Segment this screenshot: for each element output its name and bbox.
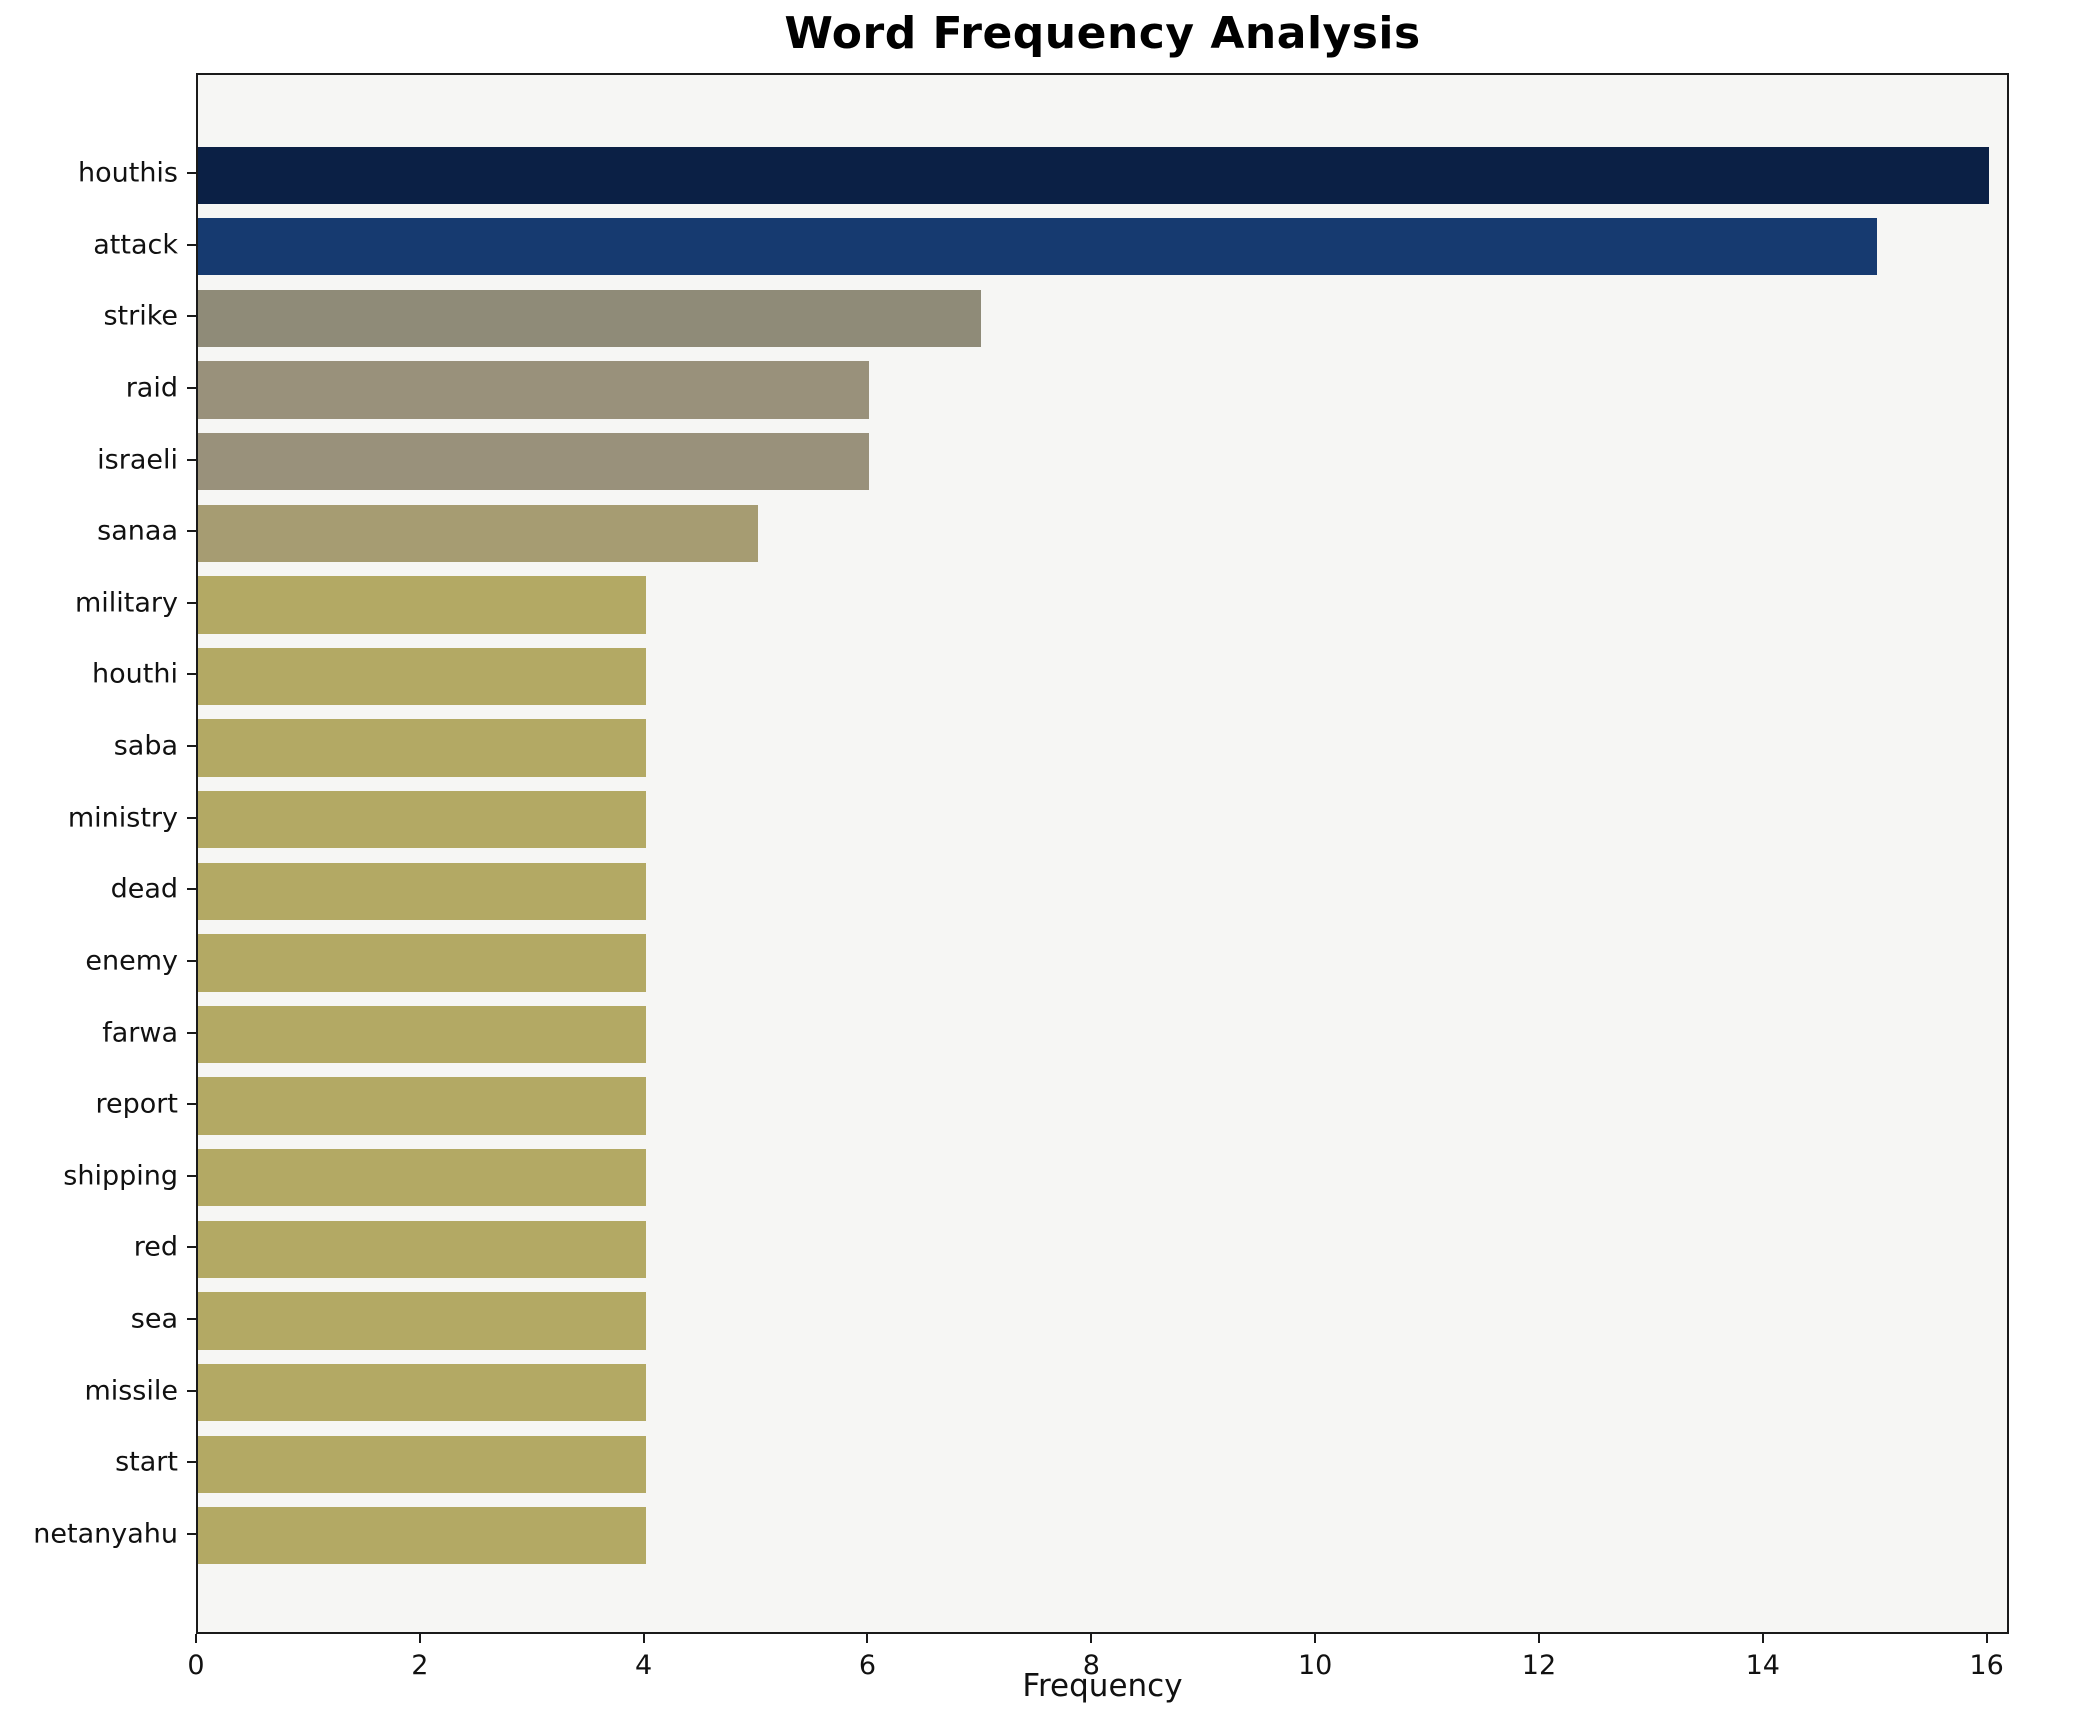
- x-tick: [1985, 1634, 1988, 1643]
- bar-missile: [198, 1363, 646, 1422]
- x-tick-label: 6: [858, 1650, 877, 1681]
- bar-saba: [198, 719, 646, 777]
- y-tick: [187, 1317, 196, 1320]
- y-tick: [187, 601, 196, 604]
- y-tick-label: enemy: [85, 945, 178, 977]
- y-tick-label: houthi: [92, 658, 178, 690]
- y-tick-label: raid: [125, 372, 178, 404]
- y-tick: [187, 315, 196, 318]
- x-tick: [195, 1634, 197, 1643]
- x-tick: [642, 1634, 645, 1643]
- y-tick: [187, 1461, 196, 1464]
- bar-netanyahu: [198, 1507, 646, 1565]
- x-tick: [866, 1634, 869, 1643]
- x-tick-label: 12: [1521, 1650, 1557, 1681]
- y-tick-label: start: [115, 1446, 178, 1478]
- bar-raid: [198, 361, 870, 419]
- x-tick: [1537, 1634, 1540, 1643]
- bar-ministry: [198, 791, 646, 849]
- y-tick: [187, 959, 196, 962]
- y-tick: [187, 745, 196, 748]
- y-tick-label: netanyahu: [33, 1518, 178, 1550]
- x-tick: [1090, 1634, 1093, 1643]
- y-tick: [187, 1103, 196, 1106]
- x-tick-label: 14: [1745, 1650, 1780, 1681]
- bar-start: [198, 1435, 646, 1493]
- y-tick-label: sanaa: [97, 515, 178, 547]
- y-tick-label: report: [95, 1088, 178, 1120]
- x-tick-label: 2: [411, 1650, 429, 1681]
- x-tick-label: 10: [1297, 1650, 1333, 1681]
- bar-strike: [198, 289, 982, 348]
- x-tick-label: 4: [635, 1650, 653, 1681]
- bar-report: [198, 1077, 646, 1135]
- x-tick: [1761, 1634, 1764, 1643]
- y-tick: [187, 458, 196, 461]
- x-tick-label: 0: [187, 1650, 205, 1681]
- x-axis-title: Frequency: [1022, 1668, 1183, 1704]
- y-tick-label: attack: [93, 229, 178, 261]
- y-tick: [187, 816, 196, 819]
- y-tick: [187, 1031, 196, 1034]
- bar-military: [198, 576, 646, 634]
- y-tick: [187, 673, 196, 676]
- y-tick-label: dead: [110, 873, 178, 905]
- bar-farwa: [198, 1005, 646, 1064]
- x-tick: [418, 1634, 421, 1643]
- y-tick-label: farwa: [102, 1017, 178, 1048]
- y-tick: [187, 1389, 196, 1392]
- x-tick-label: 16: [1969, 1650, 2004, 1681]
- y-tick: [187, 243, 196, 246]
- y-tick: [187, 172, 196, 175]
- plot-area: [196, 73, 2009, 1634]
- y-tick-label: military: [74, 587, 178, 619]
- y-tick-label: sea: [130, 1303, 178, 1335]
- bar-dead: [198, 862, 646, 920]
- bar-houthi: [198, 647, 646, 706]
- bar-houthis: [198, 146, 1989, 204]
- y-tick: [187, 387, 196, 390]
- y-tick-label: missile: [84, 1375, 178, 1407]
- y-tick: [187, 530, 196, 533]
- bar-sanaa: [198, 504, 758, 562]
- y-tick-label: strike: [103, 300, 178, 332]
- bar-shipping: [198, 1149, 646, 1207]
- bar-enemy: [198, 934, 646, 992]
- bar-sea: [198, 1292, 646, 1350]
- x-tick: [1314, 1634, 1317, 1643]
- y-tick-label: shipping: [63, 1160, 178, 1192]
- y-tick: [187, 1246, 196, 1249]
- bar-red: [198, 1220, 646, 1278]
- y-tick-label: houthis: [77, 157, 178, 189]
- y-tick-label: red: [133, 1231, 178, 1263]
- y-tick-label: ministry: [67, 802, 178, 834]
- y-tick: [187, 888, 196, 891]
- bar-attack: [198, 218, 1877, 276]
- bar-israeli: [198, 433, 870, 491]
- y-tick-label: israeli: [97, 444, 178, 476]
- x-tick-label: 8: [1082, 1650, 1100, 1681]
- y-tick-label: saba: [113, 730, 178, 762]
- y-tick: [187, 1532, 196, 1535]
- y-tick: [187, 1174, 196, 1177]
- chart-title: Word Frequency Analysis: [784, 8, 1421, 59]
